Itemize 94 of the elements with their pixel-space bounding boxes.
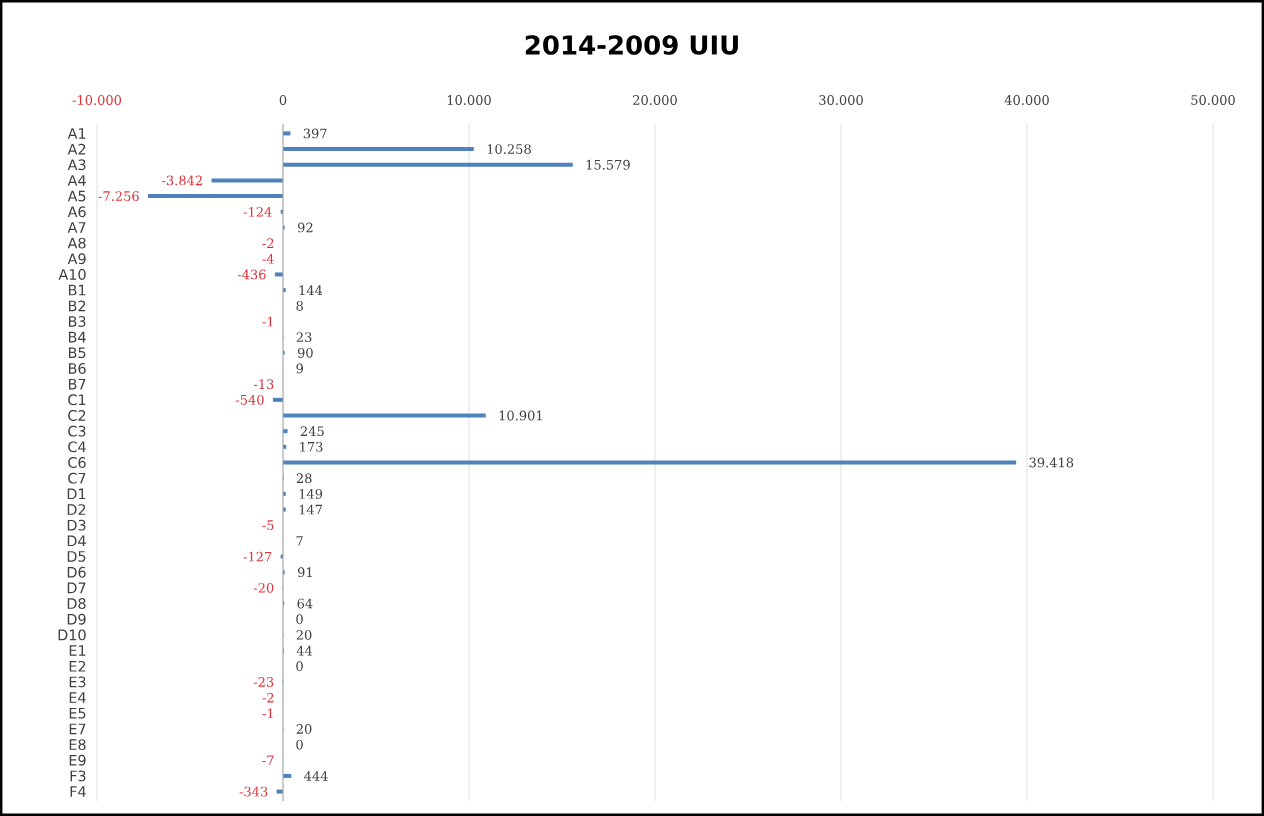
data-label: 0	[296, 661, 303, 672]
data-label: -20	[253, 582, 274, 593]
y-tick-label: A3	[67, 159, 86, 171]
x-tick-label: 20.000	[633, 95, 677, 105]
y-tick-label: E9	[69, 754, 86, 766]
y-tick-label: A2	[67, 143, 86, 155]
y-tick-label: A7	[67, 222, 86, 233]
y-tick-label: C1	[68, 394, 86, 406]
data-label: -13	[253, 379, 274, 390]
data-label: 10.901	[499, 410, 542, 421]
data-label: 15.579	[586, 159, 630, 170]
x-tick-label: 30.000	[819, 95, 863, 105]
data-label: 28	[296, 473, 312, 484]
x-tick-label: 0	[279, 95, 287, 105]
data-label: 20	[296, 724, 312, 734]
data-label: 39.418	[1029, 457, 1074, 468]
data-label: 90	[297, 347, 313, 358]
data-label: 173	[300, 441, 323, 452]
data-label: 149	[299, 488, 323, 499]
y-tick-label: B6	[68, 363, 86, 374]
data-label: 20	[296, 629, 312, 640]
y-tick-label: F3	[70, 770, 86, 782]
y-tick-label: D2	[67, 504, 86, 515]
y-tick-label: B5	[68, 347, 86, 359]
data-label: 444	[304, 771, 328, 781]
y-tick-label: E1	[69, 645, 86, 656]
y-tick-label: F4	[70, 786, 86, 797]
y-tick-label: D6	[67, 566, 86, 578]
data-label: 8	[296, 300, 303, 311]
data-label: 0	[296, 739, 303, 750]
y-tick-label: C6	[68, 457, 86, 468]
data-label: -23	[253, 677, 274, 687]
data-label: -124	[243, 206, 272, 217]
y-tick-label: A10	[58, 268, 86, 280]
data-label: -343	[239, 786, 268, 797]
data-label: 91	[297, 567, 312, 578]
y-tick-label: A9	[67, 253, 86, 265]
data-label: -5	[262, 520, 274, 531]
data-label: -436	[237, 269, 266, 280]
data-label: 64	[297, 598, 313, 609]
y-tick-label: E7	[69, 723, 86, 735]
y-tick-label: D4	[67, 535, 86, 547]
y-tick-label: A5	[67, 190, 86, 202]
data-label: -3.842	[162, 175, 202, 186]
y-tick-label: E3	[69, 676, 86, 688]
y-tick-label: D3	[67, 519, 86, 531]
data-label: -7	[262, 755, 274, 765]
data-label: 10.258	[487, 144, 531, 154]
y-tick-label: C3	[68, 425, 86, 437]
y-tick-label: A6	[67, 206, 86, 218]
chart-title: 2014-2009 UIU	[525, 35, 738, 55]
x-tick-label: 50.000	[1191, 95, 1235, 105]
y-tick-label: B2	[68, 300, 86, 312]
data-label: 0	[296, 614, 303, 625]
data-label: 9	[296, 363, 303, 374]
data-label: 245	[300, 426, 324, 437]
y-tick-label: D8	[67, 598, 86, 609]
y-tick-label: C2	[68, 410, 86, 421]
y-tick-label: E4	[69, 692, 86, 703]
y-tick-label: C7	[68, 472, 86, 484]
data-label: -2	[262, 238, 274, 248]
y-tick-label: E5	[69, 707, 86, 719]
y-tick-label: E8	[69, 739, 86, 751]
data-label: -4	[262, 253, 274, 264]
y-tick-label: E2	[69, 660, 86, 672]
data-label: -2	[262, 692, 274, 703]
data-label: 144	[299, 285, 323, 295]
y-tick-label: D10	[58, 629, 86, 641]
y-tick-label: A1	[67, 128, 86, 139]
data-label: -540	[235, 394, 264, 405]
data-label: -7.256	[98, 191, 139, 202]
data-label: 7	[296, 536, 303, 546]
data-label: -127	[243, 551, 272, 562]
y-tick-label: D5	[67, 551, 86, 562]
y-tick-label: D7	[67, 582, 86, 594]
y-tick-label: A8	[67, 237, 86, 249]
x-tick-label: 10.000	[447, 95, 491, 105]
y-tick-label: C4	[68, 441, 86, 453]
data-label: 44	[296, 645, 313, 656]
y-tick-label: B7	[68, 378, 86, 390]
data-label: 23	[296, 332, 312, 343]
data-label: 92	[297, 222, 313, 233]
y-tick-label: B1	[68, 284, 86, 296]
data-label: 397	[303, 128, 327, 139]
y-tick-label: B4	[68, 331, 86, 343]
y-tick-label: B3	[68, 316, 86, 327]
y-tick-label: D1	[67, 488, 86, 500]
x-tick-label: -10.000	[72, 95, 122, 105]
y-tick-label: A4	[67, 175, 86, 186]
y-tick-label: D9	[67, 613, 86, 625]
data-label: 147	[299, 504, 322, 515]
data-label: -1	[262, 708, 273, 719]
data-label: -1	[262, 316, 273, 327]
x-tick-label: 40.000	[1004, 95, 1049, 105]
